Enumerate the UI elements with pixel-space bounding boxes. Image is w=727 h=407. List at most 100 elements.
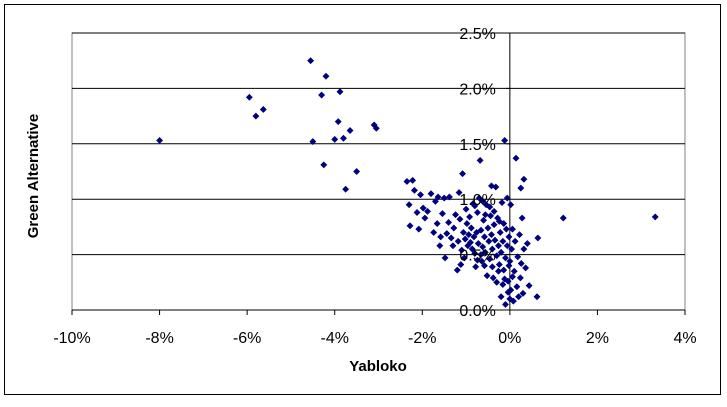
data-point — [456, 215, 464, 223]
data-point — [508, 225, 517, 233]
data-point — [493, 252, 501, 260]
data-point — [467, 224, 475, 232]
data-point — [508, 245, 516, 253]
data-point — [436, 242, 444, 250]
data-point — [454, 237, 462, 245]
x-tick-label: -10% — [53, 330, 90, 347]
data-point — [523, 239, 531, 248]
data-point — [466, 238, 475, 246]
data-point — [322, 72, 330, 80]
data-point — [517, 184, 525, 192]
data-point — [441, 254, 449, 262]
data-point — [403, 177, 411, 186]
data-point — [503, 242, 511, 250]
data-point — [493, 278, 501, 286]
y-tick-label: 1.5% — [459, 137, 495, 154]
data-point — [449, 242, 457, 250]
data-point — [259, 105, 267, 114]
x-tick-label: -4% — [320, 330, 348, 347]
data-point — [476, 156, 484, 164]
data-point — [515, 293, 523, 301]
plot-area — [71, 32, 686, 311]
data-point — [516, 274, 524, 282]
data-point — [474, 239, 482, 248]
data-point — [479, 243, 487, 251]
data-point — [488, 263, 496, 271]
data-point — [487, 182, 496, 190]
data-point — [466, 213, 474, 221]
data-point — [433, 220, 441, 228]
data-point — [331, 135, 339, 143]
data-point — [497, 293, 505, 301]
data-point — [460, 254, 468, 262]
data-point — [559, 214, 567, 222]
data-point — [473, 208, 482, 217]
data-point — [473, 256, 482, 264]
data-point — [470, 233, 478, 241]
data-point — [494, 267, 503, 275]
data-point — [342, 185, 350, 193]
data-point — [480, 233, 489, 241]
data-point — [318, 91, 326, 99]
data-point — [406, 222, 414, 230]
data-point — [501, 136, 509, 145]
x-tick-label: 0% — [498, 330, 521, 347]
data-point — [512, 154, 520, 162]
data-point — [309, 138, 317, 146]
data-point — [320, 161, 328, 169]
data-point — [490, 221, 498, 229]
data-point — [336, 88, 344, 96]
data-point — [486, 255, 494, 263]
data-point — [483, 272, 491, 280]
data-point — [445, 218, 453, 227]
data-point — [481, 211, 489, 219]
data-point — [477, 226, 485, 234]
x-tick-label: -8% — [145, 330, 173, 347]
gridlines — [72, 32, 685, 256]
data-point — [491, 236, 499, 244]
data-point — [307, 57, 315, 65]
y-tick-label: 0.5% — [459, 248, 495, 265]
data-point — [346, 126, 354, 135]
data-point — [421, 214, 429, 222]
data-point — [513, 283, 521, 291]
data-point — [520, 175, 528, 183]
data-point — [501, 300, 510, 309]
data-point — [484, 224, 492, 232]
data-point — [463, 220, 471, 228]
data-point — [252, 112, 260, 120]
data-point — [497, 248, 505, 256]
data-point — [471, 202, 479, 210]
data-point — [334, 118, 342, 126]
y-tick-label: 2.5% — [459, 26, 495, 43]
data-point — [434, 193, 442, 201]
data-point — [419, 204, 427, 212]
data-point — [339, 134, 348, 142]
data-point — [413, 208, 421, 217]
data-point — [506, 295, 514, 303]
data-point — [502, 225, 510, 233]
x-tick-labels: -10% -8% -6% -4% -2% 0% 2% 4% — [53, 330, 696, 347]
data-point — [490, 207, 498, 215]
data-point — [519, 289, 527, 297]
y-tick-label: 1.0% — [459, 192, 495, 209]
data-point — [496, 228, 504, 236]
data-point — [501, 275, 509, 283]
data-point — [507, 201, 515, 209]
data-point — [503, 194, 511, 202]
y-tick-labels: 0.0% 0.5% 1.0% 1.5% 2.0% 2.5% — [459, 26, 495, 320]
data-point — [453, 266, 461, 274]
data-point — [518, 214, 526, 222]
data-point — [487, 231, 496, 239]
data-point — [447, 234, 455, 242]
data-point — [438, 210, 446, 218]
data-point — [522, 264, 530, 272]
y-tick-label: 0.0% — [459, 303, 495, 320]
data-point — [505, 262, 513, 270]
data-point — [405, 201, 413, 209]
data-point — [510, 267, 518, 275]
data-point — [372, 124, 380, 132]
data-point — [472, 263, 480, 271]
x-tick-label: 2% — [586, 330, 609, 347]
